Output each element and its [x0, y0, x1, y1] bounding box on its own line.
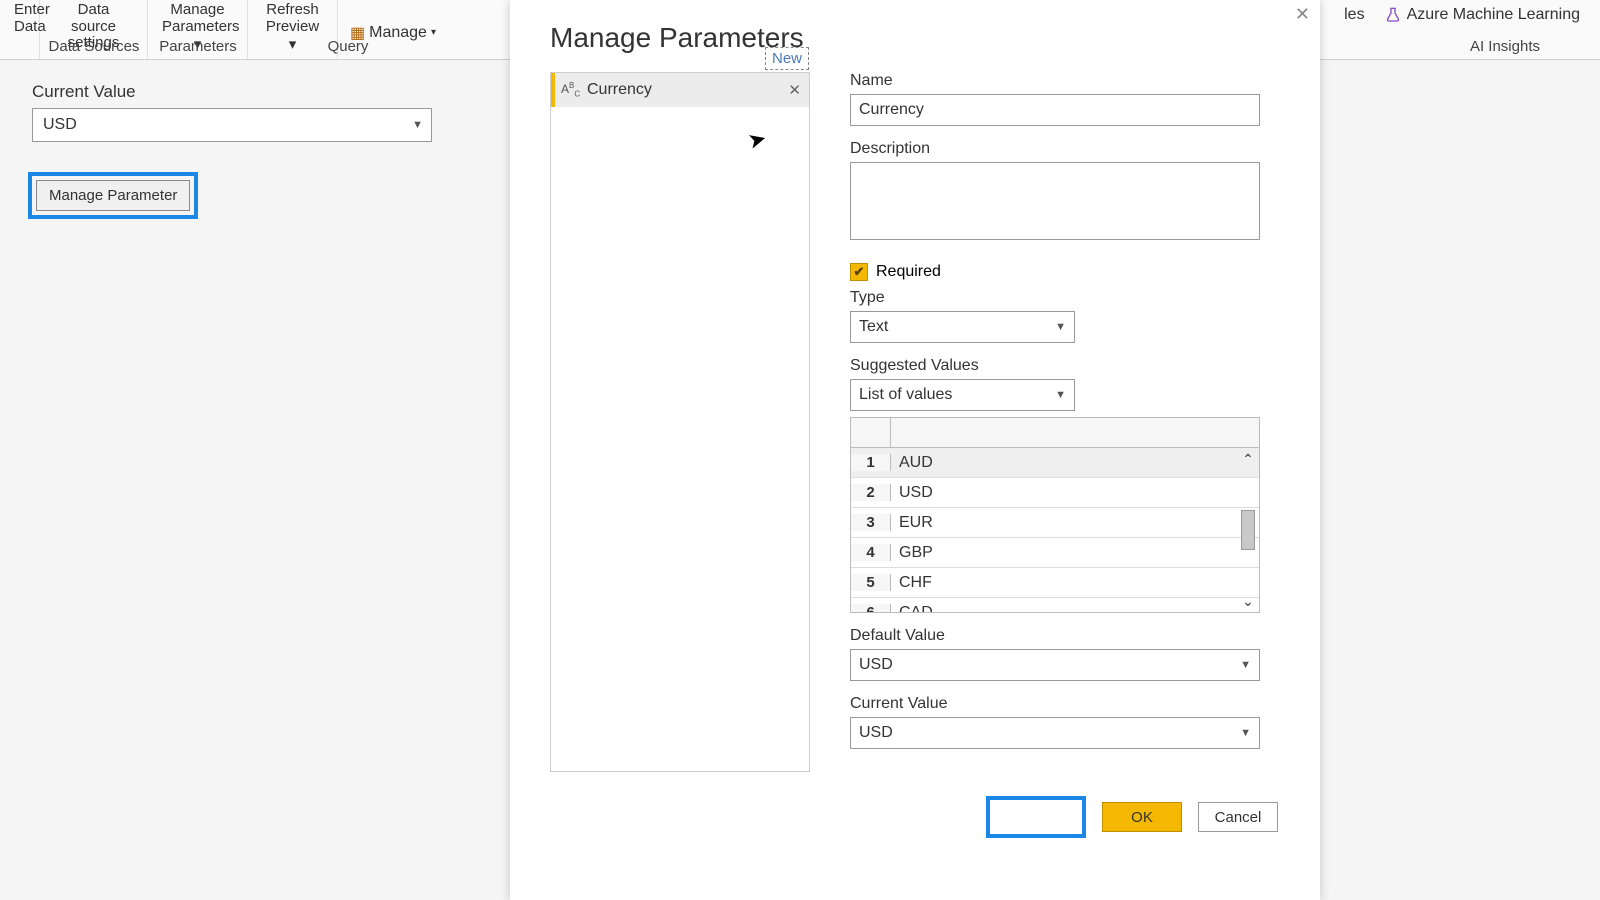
suggested-values-dropdown[interactable]: List of values▼ — [850, 379, 1075, 411]
row-number: 5 — [851, 574, 891, 591]
cancel-button[interactable]: Cancel — [1198, 802, 1278, 832]
row-number: 3 — [851, 514, 891, 531]
row-value: GBP — [891, 544, 1259, 562]
values-scrollbar[interactable]: ⌃ ⌄ — [1237, 448, 1259, 612]
row-number: 4 — [851, 544, 891, 561]
parameter-list: New ABC Currency ✕ — [550, 72, 810, 772]
left-panel: Current Value USD ▼ Manage Parameter — [10, 70, 480, 219]
row-value: CAD — [891, 604, 1259, 613]
parameter-form: Name Description ✔ Required Type Text▼ S… — [810, 72, 1320, 772]
current-value-text: USD — [43, 116, 77, 134]
close-icon[interactable]: ✕ — [1295, 4, 1310, 25]
row-value: EUR — [891, 514, 1259, 532]
chevron-down-icon: ▼ — [1055, 321, 1066, 333]
table-row[interactable]: 6CAD — [851, 598, 1259, 612]
text-type-icon: ABC — [561, 81, 579, 98]
current-value-dropdown[interactable]: USD ▼ — [32, 108, 432, 142]
manage-parameter-highlight: Manage Parameter — [28, 172, 198, 219]
remove-parameter-icon[interactable]: ✕ — [788, 81, 801, 99]
required-checkbox[interactable]: ✔ — [850, 263, 868, 281]
dialog-title: Manage Parameters — [550, 22, 1320, 54]
ribbon-right-files[interactable]: les — [1344, 0, 1364, 24]
ribbon-group-query: Query — [248, 38, 448, 55]
new-parameter-button[interactable]: New — [765, 47, 809, 70]
table-row[interactable]: 3EUR — [851, 508, 1259, 538]
row-value: USD — [891, 484, 1259, 502]
chevron-down-icon: ▼ — [1055, 389, 1066, 401]
current-value-label: Current Value — [32, 82, 480, 102]
manage-parameter-button[interactable]: Manage Parameter — [36, 180, 190, 211]
current-value-dropdown-dialog[interactable]: USD▼ — [850, 717, 1260, 749]
scroll-thumb[interactable] — [1241, 510, 1255, 550]
flask-icon — [1385, 7, 1401, 23]
parameter-list-item[interactable]: ABC Currency ✕ — [551, 73, 809, 107]
row-value: CHF — [891, 574, 1259, 592]
required-label: Required — [876, 263, 941, 281]
ribbon-group-parameters: Parameters — [148, 38, 248, 55]
suggested-values-label: Suggested Values — [850, 357, 1280, 375]
description-label: Description — [850, 140, 1280, 158]
table-row[interactable]: 2USD — [851, 478, 1259, 508]
scroll-up-icon[interactable]: ⌃ — [1237, 448, 1259, 470]
name-input[interactable] — [850, 94, 1260, 126]
values-table: 1AUD2USD3EUR4GBP5CHF6CAD ⌃ ⌄ — [850, 417, 1260, 613]
parameter-list-item-label: Currency — [587, 81, 652, 99]
highlighted-empty-button[interactable] — [986, 796, 1086, 838]
default-value-label: Default Value — [850, 627, 1280, 645]
default-value-dropdown[interactable]: USD▼ — [850, 649, 1260, 681]
current-value-label-dialog: Current Value — [850, 695, 1280, 713]
table-row[interactable]: 5CHF — [851, 568, 1259, 598]
ribbon-group-ai-insights: AI Insights — [1470, 38, 1540, 55]
manage-parameters-dialog: ✕ Manage Parameters New ABC Currency ✕ N… — [510, 0, 1320, 900]
description-input[interactable] — [850, 162, 1260, 240]
ribbon-group-data-sources: Data Sources — [40, 38, 148, 55]
type-label: Type — [850, 289, 1280, 307]
chevron-down-icon: ▼ — [1240, 727, 1251, 739]
scroll-down-icon[interactable]: ⌄ — [1237, 590, 1259, 612]
row-number: 1 — [851, 454, 891, 471]
row-value: AUD — [891, 454, 1259, 472]
ok-button[interactable]: OK — [1102, 802, 1182, 832]
type-dropdown[interactable]: Text▼ — [850, 311, 1075, 343]
ribbon-azure-ml[interactable]: Azure Machine Learning — [1385, 0, 1580, 24]
values-table-header — [851, 418, 1259, 448]
name-label: Name — [850, 72, 1280, 90]
table-row[interactable]: 1AUD — [851, 448, 1259, 478]
row-number: 6 — [851, 604, 891, 612]
table-row[interactable]: 4GBP — [851, 538, 1259, 568]
row-number: 2 — [851, 484, 891, 501]
chevron-down-icon: ▼ — [412, 119, 423, 131]
chevron-down-icon: ▼ — [1240, 659, 1251, 671]
